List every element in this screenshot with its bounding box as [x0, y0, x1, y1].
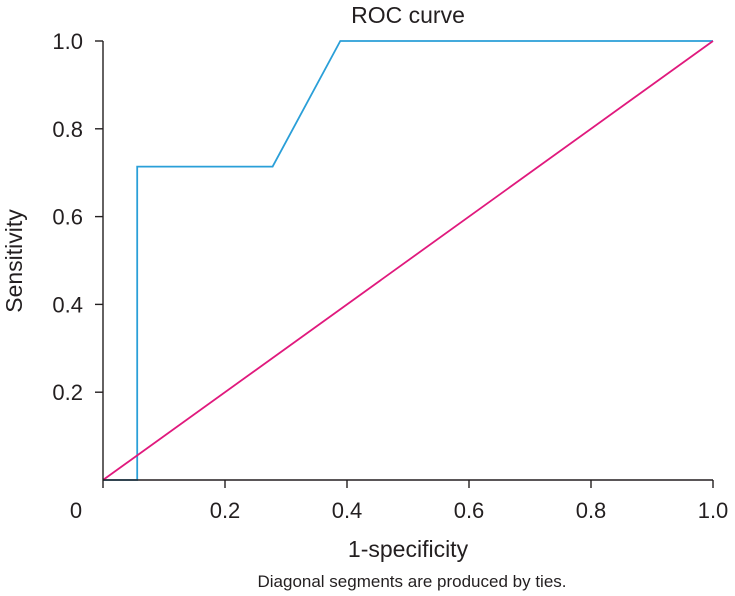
x-axis-label: 1-specificity: [348, 536, 469, 562]
x-axis-ticks: 0 0.2 0.4 0.6 0.8 1.0: [70, 480, 728, 523]
x-tick-label: 0: [70, 498, 82, 523]
x-tick-label: 0.4: [332, 498, 363, 523]
reference-diagonal-line: [102, 40, 714, 481]
y-tick-label: 1.0: [52, 29, 83, 54]
series-layer: [102, 40, 714, 481]
y-tick-label: 0.4: [52, 292, 83, 317]
x-tick-label: 0.6: [454, 498, 485, 523]
y-axis-ticks: 0.2 0.4 0.6 0.8 1.0: [52, 29, 103, 405]
chart-title: ROC curve: [351, 2, 465, 28]
y-tick-label: 0.8: [52, 117, 83, 142]
y-tick-label: 0.2: [52, 380, 83, 405]
x-tick-label: 1.0: [698, 498, 729, 523]
y-tick-label: 0.6: [52, 205, 83, 230]
y-axis-label: Sensitivity: [1, 209, 27, 313]
x-tick-label: 0.2: [210, 498, 241, 523]
x-tick-label: 0.8: [576, 498, 607, 523]
chart-footnote: Diagonal segments are produced by ties.: [257, 572, 566, 591]
